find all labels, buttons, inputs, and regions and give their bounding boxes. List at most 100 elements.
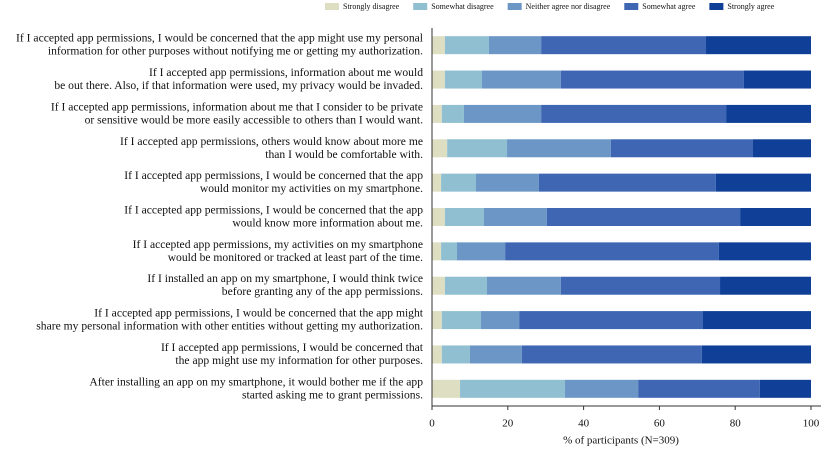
bar-segment (441, 311, 481, 330)
bar-segment (507, 139, 611, 158)
y-tick-label-line: After installing an app on my smartphone… (89, 375, 423, 388)
bar-segment (726, 104, 811, 123)
bar-segment (444, 70, 483, 89)
bar-segment (701, 345, 811, 364)
x-tick-label: 0 (429, 418, 435, 430)
y-tick-label-line: If I accepted app permissions, I would b… (124, 169, 423, 182)
y-tick-label-line: the app might use my information for oth… (175, 354, 423, 367)
legend-swatch (325, 3, 339, 10)
bar-segment (432, 70, 445, 89)
bar-segment (720, 276, 811, 295)
y-tick-label: If I accepted app permissions, I would b… (16, 31, 423, 57)
bar-segment (488, 36, 542, 55)
y-tick-label: If I accepted app permissions, informati… (54, 66, 423, 92)
x-axis-label: % of participants (N=309) (563, 435, 679, 447)
bar-segment (541, 104, 727, 123)
bar-segment (718, 242, 811, 261)
y-tick-label-line: If I installed an app on my smartphone, … (147, 272, 423, 285)
bar-segment (740, 208, 811, 226)
bar-segment (432, 345, 442, 364)
y-tick-label-line: or sensitive would be more easily access… (85, 113, 423, 126)
x-tick-label: 80 (730, 418, 742, 430)
y-tick-label-line: If I accepted app permissions, others wo… (120, 134, 423, 147)
y-tick-label: If I installed an app on my smartphone, … (147, 272, 423, 298)
bar-segment (541, 36, 707, 55)
y-tick-label: If I accepted app permissions, informati… (51, 100, 423, 126)
y-tick-label-line: would be monitored or tracked at least p… (168, 251, 423, 264)
bar-segment (432, 276, 445, 295)
bar-segment (610, 139, 754, 158)
bar-segment (560, 276, 721, 295)
bar-segment (432, 36, 445, 55)
legend-swatch (413, 3, 428, 10)
y-tick-label: If I accepted app permissions, I would b… (36, 306, 423, 332)
bar-segment (482, 70, 561, 89)
y-tick-label: If I accepted app permissions, others wo… (120, 134, 423, 160)
bar-segment (480, 311, 520, 330)
bar-segment (441, 242, 458, 261)
bar-segment (565, 379, 639, 398)
bar-segment (460, 379, 566, 398)
y-tick-label-line: If I accepted app permissions, I would b… (94, 306, 423, 319)
x-tick-label: 60 (654, 418, 666, 430)
bar-segment (432, 139, 448, 158)
bar-segment (483, 208, 547, 226)
y-tick-label-line: share my personal information with other… (36, 319, 423, 332)
y-tick-label-line: If I accepted app permissions, I would b… (16, 31, 423, 44)
y-tick-label-line: would know more information about me. (232, 216, 423, 229)
legend-label: Somewhat agree (642, 2, 696, 11)
legend-label: Neither agree nor disagree (526, 2, 611, 11)
legend-swatch (624, 3, 639, 10)
bar-segment (486, 276, 561, 295)
legend-label: Strongly agree (727, 2, 774, 11)
bar-segment (546, 208, 741, 226)
x-tick-label: 40 (578, 418, 590, 430)
y-tick-label-line: started asking me to grant permissions. (242, 388, 423, 401)
bar-segment (432, 104, 442, 123)
bar-segment (432, 173, 442, 192)
y-tick-label-line: If I accepted app permissions, my activi… (133, 238, 423, 251)
bar-segment (463, 104, 542, 123)
bar-segment (447, 139, 508, 158)
y-tick-label-line: If I accepted app permissions, informati… (149, 66, 423, 79)
bar-segment (441, 173, 476, 192)
bar-segment (432, 208, 445, 226)
bar-segment (432, 311, 442, 330)
bar-segment (521, 345, 702, 364)
legend-swatch (709, 3, 724, 10)
x-tick-label: 100 (803, 418, 820, 430)
bar-segment (759, 379, 811, 398)
y-tick-label-line: would monitor my activities on my smartp… (200, 182, 423, 195)
bar-segment (706, 36, 811, 55)
bar-segment (444, 276, 487, 295)
bar-segment (457, 242, 506, 261)
bar-segment (444, 208, 484, 226)
y-tick-label-line: than I would be comfortable with. (265, 147, 423, 160)
y-tick-label-line: If I accepted app permissions, informati… (51, 100, 423, 113)
bar-segment (432, 379, 461, 398)
bar-segment (505, 242, 719, 261)
y-tick-label: If I accepted app permissions, I would b… (124, 169, 423, 195)
bar-segment (444, 36, 489, 55)
bar-segment (753, 139, 811, 158)
y-tick-label-line: be out there. Also, if that information … (54, 79, 423, 92)
bar-segment (743, 70, 811, 89)
y-tick-label: If I accepted app permissions, I would b… (161, 341, 424, 367)
bar-segment (560, 70, 744, 89)
legend-label: Somewhat disagree (431, 2, 494, 11)
y-tick-label: If I accepted app permissions, my activi… (133, 238, 424, 264)
bar-segment (519, 311, 703, 330)
bar-segment (475, 173, 539, 192)
bar-segment (441, 345, 470, 364)
bar-segment (538, 173, 716, 192)
bar-segment (441, 104, 464, 123)
y-tick-label-line: information for other purposes without n… (48, 44, 423, 57)
y-tick-label: If I accepted app permissions, I would b… (124, 203, 423, 229)
legend-swatch (507, 3, 522, 10)
bar-segment (432, 242, 442, 261)
bar-segment (702, 311, 811, 330)
y-tick-label-line: If I accepted app permissions, I would b… (124, 203, 423, 216)
x-tick-label: 20 (502, 418, 514, 430)
bar-segment (638, 379, 760, 398)
